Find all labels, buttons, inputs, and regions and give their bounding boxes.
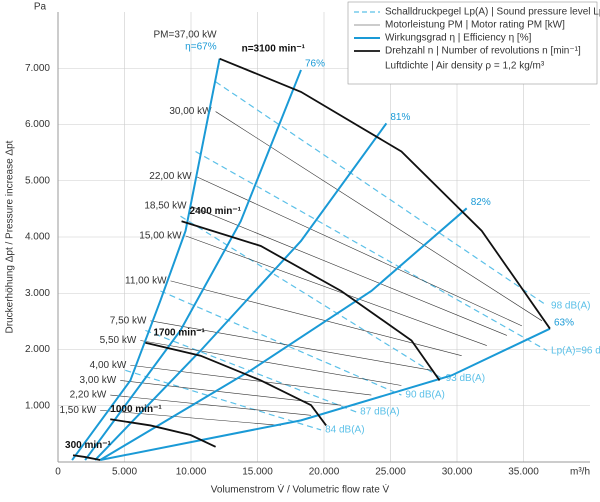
- y-tick-label: 2.000: [25, 344, 50, 355]
- x-axis-title: Volumenstrom V̇ / Volumetric flow rate V…: [211, 483, 390, 496]
- x-unit: m³/h: [570, 467, 590, 478]
- legend-note: Luftdichte | Air density ρ = 1,2 kg/m³: [385, 61, 545, 72]
- curve-label: 76%: [305, 59, 325, 70]
- curve: [145, 341, 327, 426]
- x-tick-label: 10.000: [176, 467, 207, 478]
- curve-label: 84 dB(A): [325, 425, 364, 436]
- y-tick-label: 4.000: [25, 232, 50, 243]
- curve-label: 22,00 kW: [149, 171, 192, 182]
- legend-label: Wirkungsgrad η | Efficiency η [%]: [385, 33, 532, 44]
- curve-label: 15,00 kW: [139, 231, 182, 242]
- curve: [195, 150, 548, 352]
- curve: [72, 454, 101, 461]
- x-tick-label: 5.000: [112, 467, 137, 478]
- curve: [219, 57, 551, 330]
- x-tick-label: 35.000: [508, 467, 539, 478]
- curve-label: 81%: [390, 112, 410, 123]
- curve: [150, 320, 432, 371]
- curve: [110, 394, 312, 416]
- curve-label: 7,50 kW: [110, 315, 147, 326]
- curve-label: 1700 min⁻¹: [153, 327, 205, 338]
- curve: [181, 220, 441, 381]
- curve-label: 63%: [554, 317, 574, 328]
- legend-box: [347, 1, 598, 85]
- y-tick-label: 7.000: [25, 63, 50, 74]
- legend-label: Schalldruckpegel Lp(A) | Sound pressure …: [385, 7, 600, 18]
- curve: [180, 215, 442, 379]
- x-tick-label: 25.000: [375, 467, 406, 478]
- curve: [190, 205, 507, 336]
- y-tick-label: 5.000: [25, 175, 50, 186]
- curve-label: 2400 min⁻¹: [190, 206, 242, 217]
- curve-label: Lp(A)=96 dB(A): [551, 345, 600, 356]
- legend-label: Motorleistung PM | Motor rating PM [kW]: [385, 20, 565, 31]
- x-tick-label: 20.000: [309, 467, 340, 478]
- curve-label: 1000 min⁻¹: [110, 404, 162, 415]
- curve: [215, 111, 543, 322]
- curve: [195, 175, 523, 327]
- curve: [160, 290, 402, 396]
- curve-label: 300 min⁻¹: [65, 440, 112, 451]
- x-tick-label: 0: [55, 467, 61, 478]
- curve-label: 4,00 kW: [90, 360, 127, 371]
- curve-label: 82%: [471, 197, 491, 208]
- curve-label: 1,50 kW: [59, 405, 96, 416]
- curve: [125, 369, 322, 431]
- y-unit: Pa: [34, 2, 47, 13]
- curve-label: 5,50 kW: [100, 335, 137, 346]
- curve-label: 11,00 kW: [125, 276, 167, 287]
- y-tick-label: 3.000: [25, 288, 50, 299]
- curve-label: 93 dB(A): [446, 373, 485, 384]
- y-tick-label: 1.000: [25, 400, 50, 411]
- curve: [110, 418, 216, 448]
- curve-label: n=3100 min⁻¹: [242, 43, 306, 54]
- curve: [99, 207, 468, 461]
- legend-label: Drehzahl n | Number of revolutions n [mi…: [385, 46, 581, 57]
- curve: [130, 364, 372, 396]
- curve: [185, 235, 487, 346]
- curve-label: 2,20 kW: [70, 390, 107, 401]
- curve: [170, 280, 462, 356]
- curve-label: 87 dB(A): [360, 407, 399, 418]
- curve: [215, 81, 548, 307]
- x-tick-label: 15.000: [242, 467, 273, 478]
- curve: [71, 58, 221, 461]
- y-tick-label: 6.000: [25, 119, 50, 130]
- curve: [100, 409, 281, 426]
- x-tick-label: 30.000: [442, 467, 473, 478]
- curve-label: 30,00 kW: [169, 106, 212, 117]
- y-axis-title: Druckerhöhung Δpt / Pressure increase Δp…: [5, 140, 16, 333]
- curve: [140, 340, 402, 386]
- curve-label: 98 dB(A): [551, 300, 590, 311]
- curve: [94, 122, 388, 461]
- curve-label: 3,00 kW: [80, 375, 117, 386]
- power-label: PM=37,00 kW: [154, 29, 218, 40]
- curve-label: η=67%: [185, 41, 217, 52]
- curve: [84, 69, 302, 461]
- curve-label: 90 dB(A): [405, 390, 444, 401]
- curve-label: 18,50 kW: [144, 201, 187, 212]
